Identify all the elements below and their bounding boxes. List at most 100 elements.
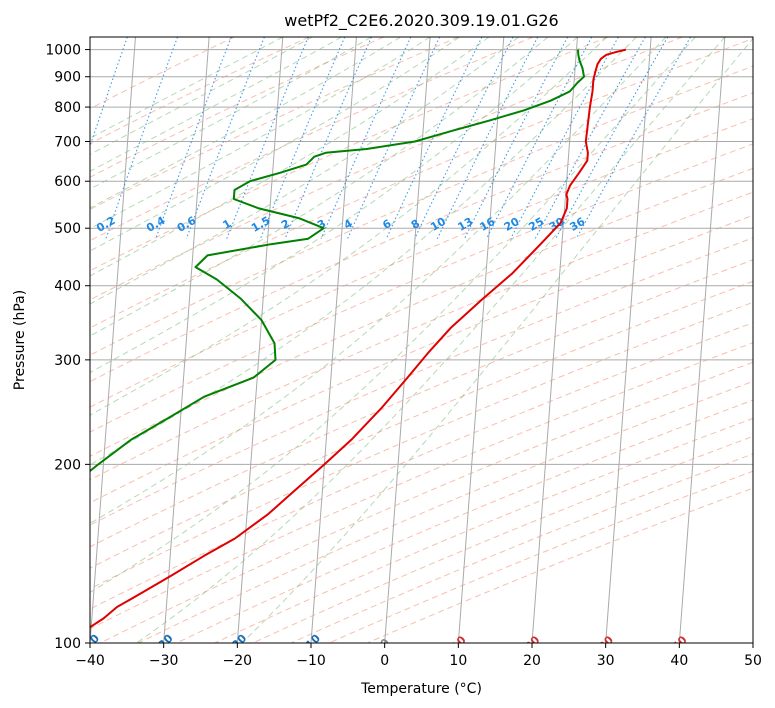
mixing-ratio-label: 20 [502, 215, 522, 234]
x-tick-label: −40 [75, 653, 105, 669]
isotherm-label: 30 [596, 633, 616, 653]
moist-adiabat [90, 37, 431, 230]
mixing-ratio-line [464, 37, 569, 239]
moist-adiabat [90, 37, 490, 277]
x-tick-label: 30 [597, 653, 615, 669]
y-tick-label: 900 [54, 70, 81, 86]
isotherm-label: -40 [79, 631, 102, 654]
dry-adiabat [90, 37, 384, 178]
chart-title: wetPf2_C2E6.2020.309.19.01.G26 [284, 11, 558, 31]
mixing-ratio-line [226, 37, 309, 239]
dry-adiabat [90, 237, 753, 526]
dry-adiabat [90, 37, 534, 242]
moist-adiabat [90, 37, 401, 209]
y-tick-label: 400 [54, 279, 81, 295]
x-axis-ticks: −40 −30 −20 −10 0 10 20 30 40 50 [75, 643, 762, 669]
isotherm-line [678, 37, 726, 643]
isotherm-line [163, 37, 210, 643]
grid-layer [90, 37, 753, 643]
dry-adiabat [90, 92, 753, 383]
mixing-ratio-line [575, 37, 692, 239]
dry-adiabat [90, 280, 753, 569]
dry-adiabat [90, 301, 753, 590]
moist-adiabat [90, 37, 549, 337]
dewpoint-profile [90, 49, 585, 473]
x-tick-label: −20 [223, 653, 253, 669]
moist-adiabat [90, 37, 342, 172]
isotherm-line [310, 37, 357, 643]
series-layer [90, 48, 627, 629]
x-tick-label: 50 [744, 653, 762, 669]
mixing-ratio-label: 36 [568, 215, 588, 234]
moist-adiabat [241, 37, 753, 643]
dry-adiabat [252, 435, 753, 643]
mixing-ratio-line [436, 37, 539, 239]
dry-adiabat [90, 65, 753, 356]
isotherm-label: 0 [378, 636, 393, 651]
x-tick-label: 10 [449, 653, 467, 669]
y-axis-label: Pressure (hPa) [12, 290, 28, 390]
y-tick-label: 100 [54, 636, 81, 652]
y-tick-label: 500 [54, 221, 81, 237]
dry-adiabat [367, 487, 753, 643]
mixing-ratio-line [385, 37, 483, 239]
moist-adiabat [90, 37, 608, 416]
dry-adiabat [90, 143, 753, 433]
dry-adiabat [90, 37, 459, 211]
y-tick-label: 700 [54, 134, 81, 150]
mixing-ratio-line [555, 37, 669, 239]
mixing-ratio-label: 2 [279, 217, 292, 232]
moist-adiabat [90, 37, 313, 155]
mixing-ratio-line [414, 37, 514, 239]
isotherm-line [605, 37, 652, 643]
mixing-ratio-label: 13 [456, 215, 476, 234]
dry-adiabat [176, 399, 753, 643]
mixing-ratio-line [486, 37, 593, 239]
dry-adiabat [138, 380, 753, 643]
y-axis-ticks: 1000 900 800 700 600 500 400 300 200 100 [45, 43, 90, 652]
dry-adiabat [90, 191, 753, 481]
moist-adiabat [90, 37, 460, 252]
x-tick-label: 40 [670, 653, 688, 669]
x-tick-label: −30 [149, 653, 179, 669]
moist-adiabat [90, 37, 372, 190]
y-tick-label: 600 [54, 174, 81, 190]
dry-adiabat [90, 37, 310, 145]
dry-adiabat [90, 38, 753, 329]
isotherm-label: 10 [449, 633, 469, 653]
x-tick-label: 20 [523, 653, 541, 669]
y-tick-label: 1000 [45, 43, 81, 59]
isotherm-label: 20 [522, 633, 542, 653]
y-tick-label: 200 [54, 457, 81, 473]
y-tick-label: 300 [54, 353, 81, 369]
mixing-ratio-label: 8 [409, 217, 422, 232]
isotherm-label: -30 [152, 631, 175, 654]
moist-adiabat [90, 37, 578, 374]
dry-adiabat [90, 118, 753, 408]
moist-adiabat [90, 37, 667, 524]
mixing-ratio-line [259, 37, 346, 239]
mixing-ratio-line [105, 37, 179, 239]
mixing-ratio-line [284, 37, 373, 239]
x-tick-label: 0 [380, 653, 389, 669]
isotherm-line [384, 37, 431, 643]
plot-frame [89, 36, 754, 644]
temperature-profile [90, 48, 627, 629]
mixing-ratio-line [320, 37, 412, 239]
dry-adiabat [90, 342, 753, 630]
isotherm-label: 40 [670, 633, 690, 653]
mixing-ratio-line [510, 37, 619, 239]
isotherm-line [531, 37, 578, 643]
dry-adiabat [90, 259, 753, 548]
mixing-ratio-line [534, 37, 646, 239]
mixing-ratio-label: 0.4 [144, 214, 168, 235]
isotherm-line [752, 636, 753, 643]
isotherm-label: -10 [300, 631, 323, 654]
moist-adiabat [90, 37, 637, 466]
mixing-ratio-label: 0.2 [94, 214, 117, 235]
mixing-ratio-label: 16 [478, 215, 498, 234]
dry-adiabat [90, 37, 608, 272]
x-tick-label: −10 [296, 653, 326, 669]
isotherm-label: -20 [226, 631, 249, 654]
